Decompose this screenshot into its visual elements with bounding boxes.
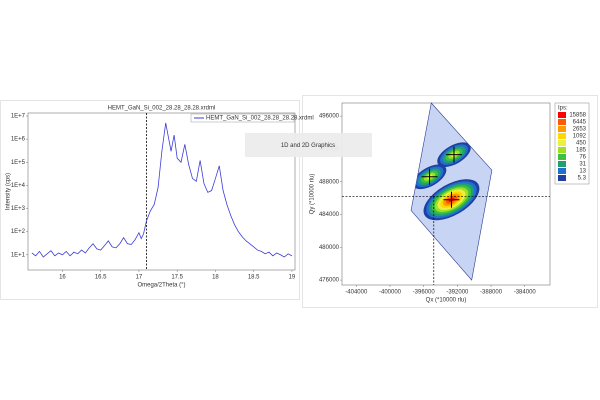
legend-swatch [558,119,566,125]
x-tick-label: 18 [212,275,219,281]
legend-label: 1092 [573,134,587,140]
x-tick-label: 16.5 [95,275,107,281]
y-tick-label: 484000 [319,212,340,218]
legend-title: Ips: [558,106,568,112]
legend-swatch [558,147,566,153]
legend-label: 13 [579,169,586,175]
legend-label: HEMT_GaN_Si_002_28.28_28.28.xrdml [206,116,314,122]
legend-swatch [558,168,566,174]
legend-label: 450 [576,141,587,147]
legend-label: 185 [576,148,587,154]
x-tick-label: 18.5 [248,275,260,281]
y-tick-label: 1E+1 [11,252,26,258]
legend-label: 6445 [573,120,587,126]
legend-label: 5.3 [578,176,587,182]
x-tick-label: -392000 [446,290,469,296]
y-tick-label: 488000 [319,179,340,185]
x-tick-label: 19 [289,275,296,281]
x-tick-label: 17 [136,275,143,281]
left-panel [0,100,300,300]
legend-swatch [558,126,566,132]
right-panel [302,95,598,308]
y-tick-label: 476000 [319,278,340,284]
x-tick-label: -404000 [345,290,368,296]
overlay-label: 1D and 2D Graphics [281,143,335,149]
overlay-box [245,133,372,157]
x-axis-label: Qx (*10000 rlu) [426,298,467,304]
y-axis-label: Qy (*10000 rlu) [310,174,316,215]
y-tick-label: 1E+7 [11,114,26,120]
x-tick-label: -400000 [379,290,402,296]
legend-label: 2653 [573,127,587,133]
y-tick-label: 1E+4 [11,183,26,189]
legend-swatch [558,112,566,118]
y-tick-label: 1E+6 [11,137,26,143]
legend-swatch [558,133,566,139]
legend-swatch [558,175,566,181]
x-tick-label: -384000 [514,290,537,296]
legend-label: 76 [579,155,586,161]
legend-box [190,113,295,123]
y-tick-label: 496000 [319,114,340,120]
y-tick-label: 480000 [319,245,340,251]
y-tick-label: 1E+2 [11,229,26,235]
legend-swatch [558,140,566,146]
y-tick-label: 1E+3 [11,206,26,212]
legend-label: 15858 [569,113,586,119]
y-tick-label: 1E+5 [11,160,26,166]
chart-title: HEMT_GaN_Si_002_28.28_28.28.xrdml [108,106,216,112]
legend-label: 31 [579,162,586,168]
x-tick-label: 17.5 [171,275,183,281]
x-tick-label: 16 [59,275,66,281]
legend-swatch [558,161,566,167]
x-axis-label: Omega/2Theta (°) [137,283,185,289]
x-tick-label: -396000 [413,290,436,296]
y-axis-label: Intensity (cps) [6,173,12,210]
x-tick-label: -388000 [480,290,503,296]
data-line [31,122,293,258]
legend-swatch [558,154,566,160]
